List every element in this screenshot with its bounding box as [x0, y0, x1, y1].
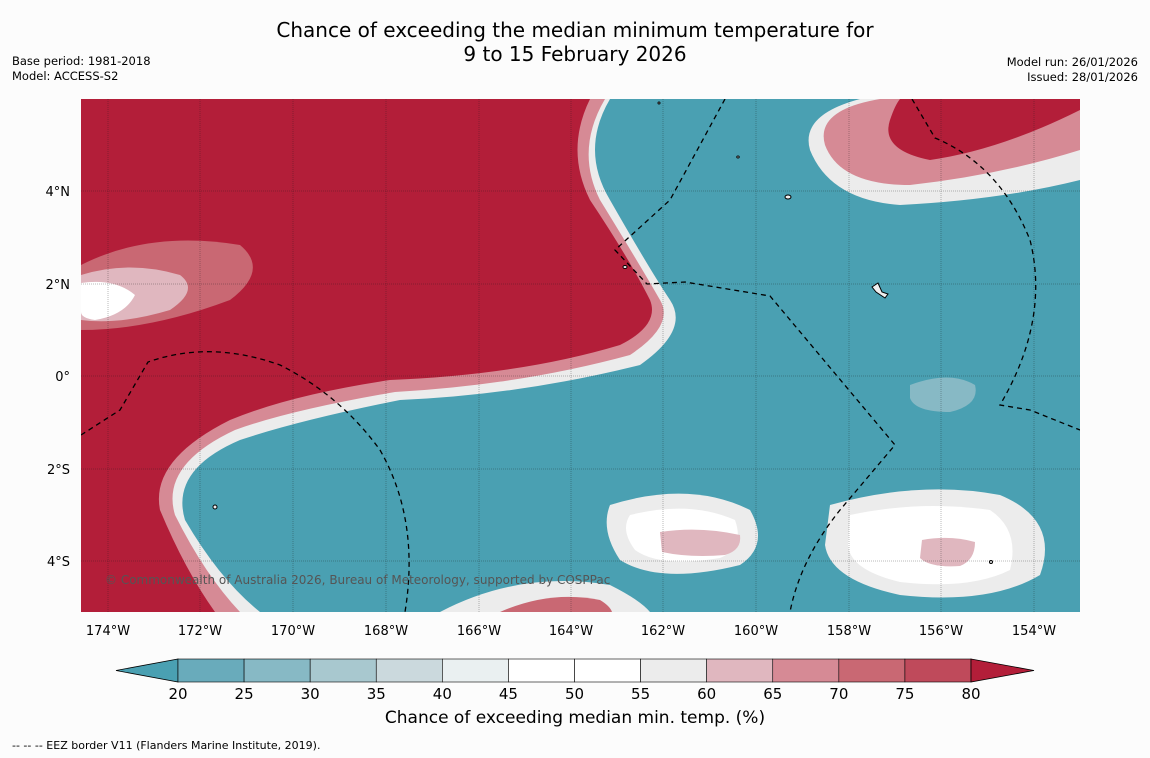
above-median-blob-south-central	[606, 493, 758, 574]
x-tick: 166°W	[457, 624, 501, 639]
gridlines	[81, 99, 1080, 612]
colorbar-tick: 50	[565, 685, 584, 703]
x-tick: 160°W	[734, 624, 778, 639]
colorbar-segment	[508, 658, 575, 683]
y-tick: 2°N	[46, 278, 71, 293]
model-run: Model run: 26/01/2026	[1006, 55, 1138, 69]
y-tick: 4°S	[47, 555, 70, 570]
colorbar-segment	[904, 658, 972, 683]
meta-right: Model run: 26/01/2026 Issued: 28/01/2026	[1007, 55, 1138, 85]
light-blob-east	[910, 377, 976, 412]
above-median-blob-south-east	[825, 489, 1045, 598]
x-tick: 170°W	[271, 624, 315, 639]
meta-left: Base period: 1981-2018 Model: ACCESS-S2	[12, 54, 151, 84]
colorbar-segment	[375, 658, 443, 683]
colorbar-tick: 80	[961, 685, 980, 703]
copyright-text: © Commonwealth of Australia 2026, Bureau…	[105, 573, 610, 587]
x-tick: 168°W	[364, 624, 408, 639]
colorbar-segment	[772, 658, 840, 683]
y-axis-ticks: 4°N 2°N 0° 2°S 4°S	[46, 185, 71, 570]
colorbar-tick: 35	[367, 685, 386, 703]
colorbar: 20 25 30 35 40 45 50 55 60 65 70 75 80	[115, 658, 1035, 703]
colorbar-segment	[838, 658, 906, 683]
colorbar-tick: 45	[499, 685, 518, 703]
x-tick: 164°W	[549, 624, 593, 639]
colorbar-extend-low	[115, 658, 179, 683]
colorbar-tick: 65	[763, 685, 782, 703]
colorbar-segment	[574, 658, 641, 683]
eez-borders	[81, 99, 1080, 612]
below-median-blob-west	[81, 240, 253, 330]
colorbar-tick: 60	[697, 685, 716, 703]
islands	[212, 101, 993, 564]
x-tick: 158°W	[827, 624, 871, 639]
colorbar-segment	[177, 658, 245, 683]
colorbar-tick: 55	[631, 685, 650, 703]
x-axis-ticks: 174°W 172°W 170°W 168°W 166°W 164°W 162°…	[86, 624, 1056, 639]
colorbar-extend-high	[970, 658, 1035, 683]
colorbar-segment	[640, 658, 707, 683]
colorbar-tick: 25	[235, 685, 254, 703]
y-tick: 0°	[55, 370, 70, 385]
x-tick: 162°W	[641, 624, 685, 639]
colorbar-segment	[706, 658, 774, 683]
eez-legend: -- -- -- EEZ border V11 (Flanders Marine…	[12, 739, 321, 752]
title-line-2: 9 to 15 February 2026	[463, 42, 687, 66]
y-tick: 2°S	[47, 463, 70, 478]
title-line-1: Chance of exceeding the median minimum t…	[276, 18, 874, 42]
chart-title: Chance of exceeding the median minimum t…	[0, 18, 1150, 66]
colorbar-segment	[442, 658, 509, 683]
colorbar-tick: 30	[301, 685, 320, 703]
x-tick: 154°W	[1012, 624, 1056, 639]
issued-date: Issued: 28/01/2026	[1027, 70, 1138, 84]
colorbar-tick: 75	[895, 685, 914, 703]
map-plot-area: © Commonwealth of Australia 2026, Bureau…	[81, 99, 1080, 612]
base-period: Base period: 1981-2018	[12, 54, 151, 68]
colorbar-tick: 40	[433, 685, 452, 703]
colorbar-title: Chance of exceeding median min. temp. (%…	[384, 708, 766, 728]
x-tick: 172°W	[178, 624, 222, 639]
colorbar-tick: 70	[829, 685, 848, 703]
x-tick: 174°W	[86, 624, 130, 639]
y-tick: 4°N	[46, 185, 71, 200]
model-name: Model: ACCESS-S2	[12, 69, 119, 83]
x-tick: 156°W	[919, 624, 963, 639]
colorbar-segment	[243, 658, 311, 683]
above-median-blob-south	[440, 581, 650, 612]
colorbar-segment	[309, 658, 377, 683]
colorbar-tick: 20	[168, 685, 187, 703]
above-median-band-inner	[81, 99, 1080, 612]
